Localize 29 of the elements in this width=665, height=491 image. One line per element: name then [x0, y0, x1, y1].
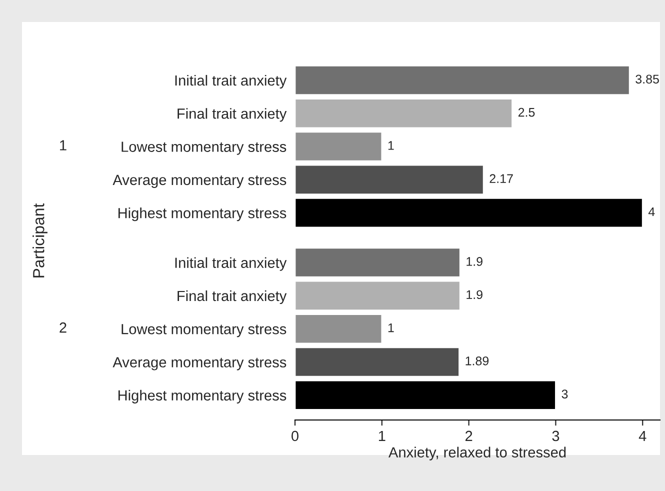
y-tick-label: Initial trait anxiety [175, 257, 287, 271]
x-tick-label: 4 [638, 430, 646, 441]
y-axis-title: Participant [32, 203, 48, 278]
y-tick-label: Lowest momentary stress [122, 324, 286, 338]
data-label: 1.9 [466, 290, 482, 300]
data-label: 1 [388, 141, 394, 150]
data-label: 1.89 [466, 356, 489, 366]
data-label: 4 [648, 207, 655, 216]
y-tick-label: Highest momentary stress [118, 208, 286, 222]
data-label: 2.5 [518, 108, 535, 117]
y-tick-label: Average momentary stress [112, 174, 286, 188]
data-label: 3.85 [636, 74, 659, 84]
text: 2 [60, 322, 66, 333]
x-tick-label: 1 [378, 430, 386, 441]
data-label: 1.9 [466, 257, 482, 266]
y-tick-label: Lowest momentary stress [122, 142, 286, 155]
y-tick-label: Final trait anxiety [178, 108, 287, 122]
y-tick-label: Highest momentary stress [118, 390, 286, 404]
y-tick-label: Final trait anxiety [178, 290, 287, 304]
y-tick-label: Average momentary stress [112, 357, 286, 370]
x-tick-label: 3 [552, 430, 560, 442]
x-tick-label: 2 [465, 430, 472, 441]
text: 1 [60, 140, 66, 150]
x-axis-title: Anxiety, relaxed to stressed [388, 446, 566, 460]
y-tick-label: Initial trait anxiety [175, 74, 287, 89]
data-label: 3 [562, 390, 568, 398]
data-label: 1 [388, 323, 394, 332]
x-tick-label: 0 [292, 430, 298, 442]
data-label: 2.17 [490, 174, 513, 183]
